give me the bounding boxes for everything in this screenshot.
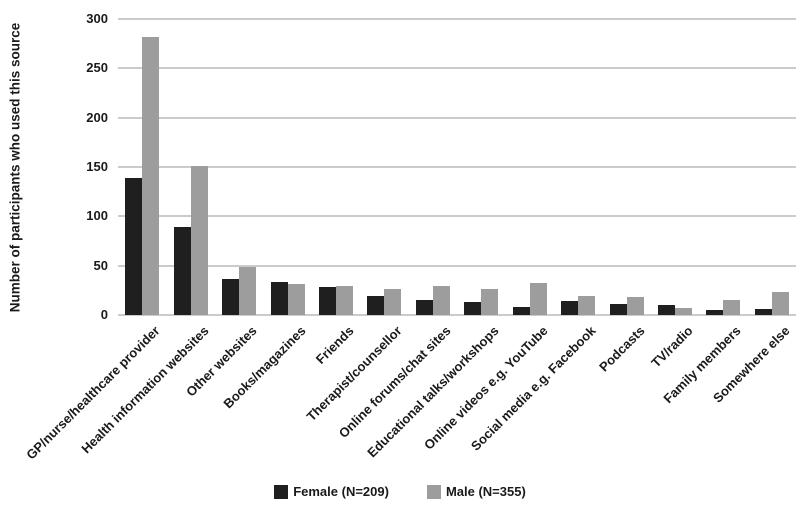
y-tick-label: 200 (86, 109, 108, 125)
bar-male (481, 289, 499, 315)
bar-male (529, 283, 547, 315)
legend-swatch-female (274, 484, 289, 499)
bar-male (578, 296, 596, 315)
gridline (118, 264, 796, 267)
bar-male (335, 286, 353, 315)
gridline (118, 166, 796, 168)
bar-female (512, 307, 530, 315)
x-tick-label: Other websites (183, 323, 260, 400)
bar-female (270, 282, 288, 315)
bar-female (318, 287, 336, 315)
bar-female (754, 309, 772, 315)
bar-female (609, 304, 627, 315)
bar-male (626, 297, 644, 315)
gridline (118, 215, 796, 218)
legend-item-female: Female (N=209) (274, 484, 389, 499)
x-tick-label: Books/magazines (219, 323, 309, 412)
bar-female (125, 177, 143, 315)
x-tick-label: Educational talks/workshops (364, 323, 502, 461)
bar-female (464, 302, 482, 315)
legend-swatch-male (426, 484, 441, 499)
gridline (118, 67, 796, 70)
bar-male (384, 289, 402, 315)
gridline (118, 18, 796, 20)
x-tick-label: Friends (312, 323, 357, 367)
bar-male (674, 308, 692, 315)
y-tick-label: 300 (86, 11, 108, 26)
legend-item-male: Male (N=355) (426, 484, 526, 499)
bar-male (142, 36, 160, 315)
y-axis-title: Number of participants who used this sou… (7, 22, 23, 312)
y-tick-label: 150 (86, 159, 108, 174)
bar-female (415, 300, 433, 315)
bar-male (723, 300, 741, 315)
x-tick-label: TV/radio (648, 323, 696, 371)
bar-male (239, 266, 257, 315)
bar-female (561, 301, 579, 315)
x-axis-labels: GP/nurse/healthcare provider Health infor… (23, 318, 796, 488)
x-tick-label: Health information websites (78, 323, 212, 457)
bar-male (432, 286, 450, 315)
bar-female (222, 278, 240, 315)
x-tick-label: Online forums/chat sites (335, 323, 454, 441)
legend-label: Male (N=355) (445, 484, 526, 499)
bar-female (173, 227, 191, 315)
gridline (118, 116, 796, 119)
bar-female (657, 305, 675, 315)
y-tick-label: 0 (100, 307, 108, 322)
y-tick-label: 50 (93, 257, 108, 273)
y-axis-title-wrap: Number of participants who used this sou… (2, 19, 28, 315)
x-tick-label: GP/nurse/healthcare provider (23, 323, 163, 463)
bar-female (706, 310, 724, 315)
gridline (118, 314, 796, 316)
bar-male (771, 292, 789, 315)
x-tick-label: Social media e.g. Facebook (468, 323, 599, 454)
x-tick-label: Podcasts (595, 323, 648, 375)
x-tick-label: Somewhere else (709, 323, 793, 406)
x-tick-label: Online videos e.g. YouTube (420, 323, 551, 453)
legend-label: Female (N=209) (293, 484, 389, 499)
bar-male (190, 166, 208, 315)
x-tick-label: Therapist/counsellor (303, 323, 405, 425)
y-tick-label: 250 (86, 60, 108, 76)
bar-female (367, 296, 385, 315)
y-axis-ticks: 0 50 100 150 200 250 300 (58, 11, 108, 322)
bar-male (287, 284, 305, 315)
plot-area (118, 18, 796, 316)
x-tick-label: Family members (660, 323, 744, 407)
y-tick-label: 100 (86, 208, 108, 224)
legend: Female (N=209) Male (N=355) (0, 484, 800, 499)
